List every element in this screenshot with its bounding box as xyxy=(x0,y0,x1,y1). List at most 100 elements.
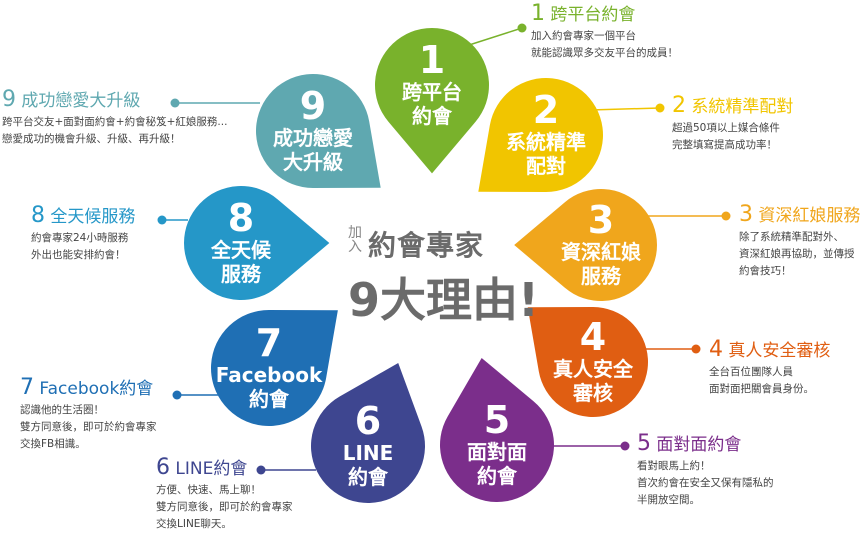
desc-line: 跨平台交友+面對面約會+約會秘笈+紅娘服務... xyxy=(2,116,228,128)
petal-shape-3 xyxy=(514,188,657,301)
petal-label-3: 服務 xyxy=(581,264,622,288)
petal-label-6: LINE xyxy=(343,441,394,465)
center-main: 約會專家 xyxy=(368,229,485,262)
desc-line: 完整填寫提高成功率！ xyxy=(672,139,777,151)
desc-line: 雙方同意後，即可於約會專家 xyxy=(156,501,293,513)
petal-shape-1 xyxy=(374,27,489,174)
callout-num-1: 1 xyxy=(531,1,545,26)
desc-line: 加入約會專家一個平台 xyxy=(531,30,636,42)
callout-desc-4: 全台百位團隊人員 面對面把關會員身份。 xyxy=(709,364,830,398)
desc-line: 半開放空間。 xyxy=(637,494,700,506)
callout-title-7: 7 Facebook約會 xyxy=(20,377,157,400)
desc-line: 就能認識眾多交友平台的成員！ xyxy=(531,47,678,59)
desc-line: 全台百位團隊人員 xyxy=(709,366,793,378)
callout-dot-1 xyxy=(517,23,527,33)
callout-title-8: 8 全天候服務 xyxy=(31,203,136,228)
callout-title-2: 2 系統精準配對 xyxy=(672,93,793,118)
callout-num-2: 2 xyxy=(672,93,686,118)
center-prefix: 加入 xyxy=(348,225,362,255)
desc-line: 認識他的生活圈！ xyxy=(20,404,104,416)
petal-shape-5 xyxy=(439,357,554,502)
petal-label-2: 系統精準 xyxy=(506,130,586,154)
desc-line: 除了系統精準配對外、 xyxy=(739,231,844,243)
petal-shape-9 xyxy=(256,74,381,188)
desc-line: 超過50項以上媒合條件 xyxy=(672,122,780,134)
petal-label-2: 配對 xyxy=(526,154,566,178)
callout-num-3: 3 xyxy=(739,202,753,227)
petal-label-9: 大升級 xyxy=(283,150,343,174)
petal-number-2: 2 xyxy=(533,88,559,132)
callout-text-7: Facebook約會 xyxy=(39,379,154,399)
desc-line: 首次約會在安全又保有隱私的 xyxy=(637,477,774,489)
callout-dot-6 xyxy=(256,465,266,475)
petal-number-1: 1 xyxy=(419,38,445,82)
petal-label-8: 全天候 xyxy=(210,238,272,262)
callout-dot-7 xyxy=(172,390,182,400)
callout-dot-3 xyxy=(721,211,731,221)
petal-label-5: 面對面 xyxy=(467,440,527,464)
desc-line: 戀愛成功的機會升級、升級、再升級！ xyxy=(2,133,181,145)
desc-line: 面對面把關會員身份。 xyxy=(709,383,814,395)
callout-text-1: 跨平台約會 xyxy=(550,5,636,25)
petal-shape-2 xyxy=(478,78,603,193)
callout-text-4: 真人安全審核 xyxy=(728,341,831,361)
callout-title-4: 4 真人安全審核 xyxy=(709,339,831,362)
callout-7: 7 Facebook約會 認識他的生活圈！ 雙方同意後，即可於約會專家 交換FB… xyxy=(20,377,157,453)
callout-9: 9 成功戀愛大升級 跨平台交友+面對面約會+約會秘笈+紅娘服務... 戀愛成功的… xyxy=(2,87,227,148)
callout-title-9: 9 成功戀愛大升級 xyxy=(2,87,227,112)
callout-2: 2 系統精準配對 超過50項以上媒合條件 完整填寫提高成功率！ xyxy=(672,93,793,154)
callout-text-6: LINE約會 xyxy=(175,459,248,479)
callout-desc-8: 約會專家24小時服務 外出也能安排約會！ xyxy=(31,230,135,264)
callout-desc-5: 看對眼馬上約！ 首次約會在安全又保有隱私的 半開放空間。 xyxy=(637,458,774,509)
petal-number-4: 4 xyxy=(580,315,606,359)
callout-desc-1: 加入約會專家一個平台 就能認識眾多交友平台的成員！ xyxy=(531,28,678,62)
desc-line: 方便、快速、馬上聊！ xyxy=(156,484,261,496)
callout-text-8: 全天候服務 xyxy=(50,207,136,227)
callout-dot-8 xyxy=(157,215,167,225)
petal-number-9: 9 xyxy=(300,84,326,128)
petal-shape-7 xyxy=(210,310,338,426)
desc-line: 交換FB相識。 xyxy=(20,438,86,450)
desc-line: 約會技巧！ xyxy=(739,265,792,277)
callout-text-3: 資深紅娘服務 xyxy=(758,206,861,226)
petal-label-7: Facebook xyxy=(216,363,323,387)
callout-dot-2 xyxy=(655,103,665,113)
petal-shape-6 xyxy=(311,362,425,504)
callout-line-1 xyxy=(465,27,523,47)
callout-text-5: 面對面約會 xyxy=(656,435,742,455)
petal-label-7: 約會 xyxy=(249,387,290,411)
petal-number-8: 8 xyxy=(228,196,254,240)
callout-text-9: 成功戀愛大升級 xyxy=(21,91,141,111)
desc-line: 外出也能安排約會！ xyxy=(31,249,126,261)
callout-desc-9: 跨平台交友+面對面約會+約會秘笈+紅娘服務... 戀愛成功的機會升級、升級、再升… xyxy=(2,114,227,148)
callout-4: 4 真人安全審核 全台百位團隊人員 面對面把關會員身份。 xyxy=(709,339,831,398)
callout-desc-6: 方便、快速、馬上聊！ 雙方同意後，即可於約會專家 交換LINE聊天。 xyxy=(156,482,293,533)
petal-label-9: 成功戀愛 xyxy=(273,126,353,150)
callout-num-8: 8 xyxy=(31,203,45,228)
desc-line: 約會專家24小時服務 xyxy=(31,232,129,244)
callout-num-9: 9 xyxy=(2,87,16,112)
petal-number-6: 6 xyxy=(355,399,381,443)
callout-desc-2: 超過50項以上媒合條件 完整填寫提高成功率！ xyxy=(672,120,793,154)
desc-line: 資深紅娘再協助，並傳授 xyxy=(739,248,855,260)
petal-label-1: 跨平台 xyxy=(402,80,462,104)
callout-title-3: 3 資深紅娘服務 xyxy=(739,202,861,227)
callout-line-2 xyxy=(589,107,661,111)
petal-number-7: 7 xyxy=(256,321,282,365)
callout-desc-3: 除了系統精準配對外、 資深紅娘再協助，並傳授 約會技巧！ xyxy=(739,229,860,280)
desc-line: 雙方同意後，即可於約會專家 xyxy=(20,421,157,433)
desc-line: 看對眼馬上約！ xyxy=(637,460,711,472)
callout-num-5: 5 xyxy=(637,431,651,456)
callout-title-1: 1 跨平台約會 xyxy=(531,1,678,26)
callout-1: 1 跨平台約會 加入約會專家一個平台 就能認識眾多交友平台的成員！ xyxy=(531,1,678,62)
callout-6: 6 LINE約會 方便、快速、馬上聊！ 雙方同意後，即可於約會專家 交換LINE… xyxy=(156,457,293,533)
